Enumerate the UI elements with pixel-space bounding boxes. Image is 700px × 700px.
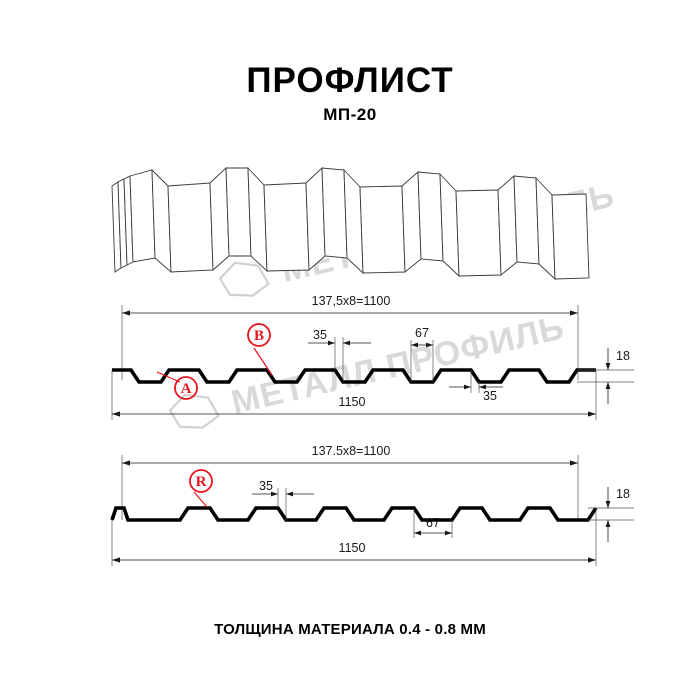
page-subtitle: МП-20 bbox=[323, 105, 376, 124]
watermark-middle-text: МЕТАЛЛ ПРОФИЛЬ bbox=[228, 308, 568, 422]
isometric-sheet-view bbox=[111, 166, 590, 281]
profile-section-bottom: 137.5x8=1100 35 67 bbox=[110, 442, 634, 566]
dimension-top-1100-r-label: 137.5x8=1100 bbox=[312, 444, 391, 458]
mark-b-label: B bbox=[254, 328, 264, 344]
profile-section-top: 137,5x8=1100 35 67 bbox=[111, 292, 634, 420]
dimension-35-top-lower: 35 bbox=[449, 370, 503, 403]
profile-waveform-bottom bbox=[110, 506, 598, 522]
dimension-18-top-label: 18 bbox=[616, 349, 630, 363]
dimension-bottom-1150-r-label: 1150 bbox=[339, 541, 366, 555]
mark-r-label: R bbox=[196, 474, 207, 490]
dimension-18-r: 18 bbox=[588, 487, 634, 542]
page-title: ПРОФЛИСТ bbox=[246, 61, 453, 100]
dimension-bottom-1150-r: 1150 bbox=[111, 508, 597, 566]
dimension-35-top-label: 35 bbox=[313, 328, 327, 342]
profile-waveform-top bbox=[112, 368, 596, 384]
dimension-18-r-label: 18 bbox=[616, 487, 630, 501]
dimension-bottom-1150-top: 1150 bbox=[111, 370, 597, 420]
dimension-top-1100: 137,5x8=1100 bbox=[122, 292, 578, 316]
mark-b: B bbox=[247, 323, 273, 376]
dimension-top-1100-r: 137.5x8=1100 bbox=[122, 442, 578, 466]
dimension-35-r: 35 bbox=[252, 479, 314, 520]
dimension-67-r-label: 67 bbox=[426, 516, 440, 530]
mark-a-label: A bbox=[181, 381, 192, 397]
dimension-bottom-1150-top-label: 1150 bbox=[339, 395, 366, 409]
footer-note: ТОЛЩИНА МАТЕРИАЛА 0.4 - 0.8 ММ bbox=[214, 621, 486, 638]
dimension-35-r-label: 35 bbox=[259, 479, 273, 493]
dimension-67-top: 67 bbox=[410, 326, 434, 382]
dimension-top-1100-label: 137,5x8=1100 bbox=[312, 294, 391, 308]
dimension-18-top: 18 bbox=[577, 348, 634, 404]
dimension-67-r: 67 bbox=[413, 508, 453, 538]
dimension-67-top-label: 67 bbox=[415, 326, 429, 340]
dimension-35-top: 35 bbox=[308, 328, 371, 382]
mark-a: A bbox=[156, 371, 198, 400]
dimension-35-top-lower-label: 35 bbox=[483, 389, 497, 403]
mark-r: R bbox=[189, 469, 213, 508]
